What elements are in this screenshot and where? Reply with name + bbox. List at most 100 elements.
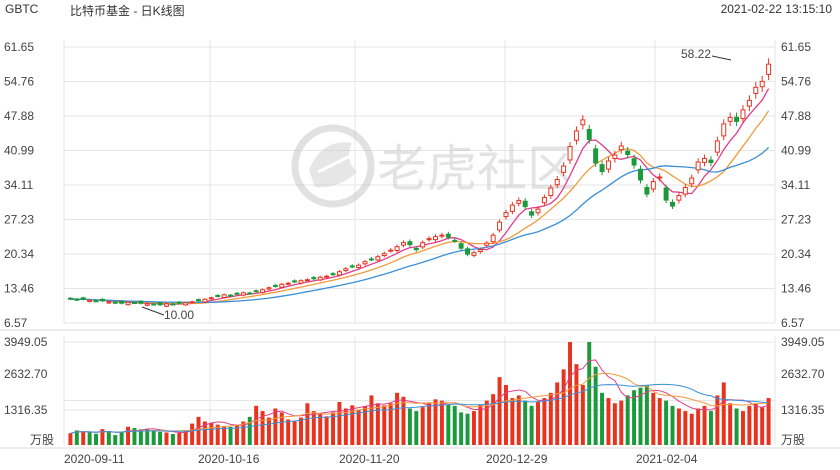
candle-body <box>106 301 112 304</box>
candle-body <box>734 116 740 122</box>
candle-body <box>644 186 650 195</box>
candle-body <box>196 299 201 302</box>
candle-body <box>356 264 362 269</box>
price-tick-label: 34.11 <box>4 178 33 192</box>
volume-bar <box>395 392 400 445</box>
volume-bar <box>670 405 675 445</box>
candle-body <box>497 221 503 231</box>
volume-bar <box>407 408 412 445</box>
candle-body <box>240 292 246 296</box>
candle-body <box>426 238 432 241</box>
volume-bar <box>331 412 336 445</box>
grid <box>0 40 840 449</box>
volume-bar <box>555 382 560 445</box>
candle-body <box>490 234 496 243</box>
volume-bar <box>676 408 681 445</box>
volume-bar <box>318 413 323 445</box>
volume-tick-label: 1316.35 <box>781 403 825 417</box>
candle-body <box>234 292 240 295</box>
volume-bar <box>625 395 630 445</box>
volume-bar <box>266 417 271 445</box>
candle-body <box>625 150 631 155</box>
candle-body <box>612 154 618 160</box>
candle-body <box>759 80 765 88</box>
candle-body <box>260 289 266 293</box>
volume-bar <box>138 429 143 445</box>
price-tick-label: 27.23 <box>4 213 34 227</box>
volume-bar <box>459 412 464 445</box>
candle-body <box>317 276 323 281</box>
candle-body <box>266 287 272 290</box>
candle-body <box>638 168 643 181</box>
volume-bar <box>548 392 553 445</box>
volume-bar <box>382 405 387 445</box>
volume-bar <box>465 413 470 445</box>
volume-bar <box>126 426 131 445</box>
volume-bar <box>600 392 605 445</box>
candle-body <box>650 181 656 190</box>
candle-body <box>433 236 438 241</box>
candle-body <box>324 275 330 278</box>
volume-bar <box>689 413 694 445</box>
volume-bar <box>401 396 406 445</box>
volume-bars <box>68 342 771 445</box>
candle-body <box>272 284 278 287</box>
volume-bar <box>324 416 329 445</box>
volume-bar <box>516 395 521 445</box>
candle-body <box>593 148 599 164</box>
volume-bar <box>753 403 758 445</box>
volume-bar <box>702 405 707 445</box>
volume-bar <box>305 403 310 445</box>
price-tick-label: 6.57 <box>781 316 805 330</box>
volume-bar <box>414 411 419 445</box>
volume-bar <box>87 432 92 445</box>
volume-bar <box>106 430 111 445</box>
candle-body <box>336 271 342 276</box>
candle-body <box>285 282 291 285</box>
candle-body <box>112 301 118 304</box>
volume-bar <box>446 404 451 445</box>
x-tick-label: 2021-02-04 <box>636 452 698 466</box>
volume-bar <box>286 419 291 445</box>
volume-bar <box>529 405 534 445</box>
candle-body <box>599 164 605 173</box>
volume-bar <box>439 400 444 445</box>
volume-tick-label: 3949.05 <box>781 335 825 349</box>
candle-body <box>573 130 579 141</box>
volume-bar <box>740 411 745 445</box>
header-datetime: 2021-02-22 13:15:10 <box>720 2 832 16</box>
annotation-max-label: 58.22 <box>681 47 711 61</box>
candle-body <box>215 294 221 297</box>
volume-bar <box>343 408 348 445</box>
candle-body <box>631 158 637 166</box>
volume-bar <box>279 412 284 445</box>
candle-body <box>471 252 477 256</box>
x-axis: 2020-09-11 2020-10-16 2020-11-20 2020-12-29… <box>64 452 698 466</box>
candle-body <box>80 297 86 300</box>
volume-bar <box>100 429 105 445</box>
volume-bar <box>491 394 496 445</box>
volume-bar <box>132 428 137 445</box>
candle-body <box>67 297 73 300</box>
volume-bar <box>81 431 86 445</box>
volume-bar <box>484 400 489 445</box>
candle-body <box>343 268 349 272</box>
volume-bar <box>433 399 438 445</box>
candle-body <box>349 265 355 268</box>
candle-body <box>183 302 189 306</box>
candle-body <box>381 253 387 257</box>
candle-body <box>131 302 137 305</box>
candle-body <box>151 303 157 306</box>
price-tick-label: 20.34 <box>4 247 34 261</box>
volume-tick-label: 2632.70 <box>781 367 825 381</box>
volume-bar <box>388 403 393 445</box>
price-tick-label: 27.23 <box>781 213 811 227</box>
candle-body <box>753 86 759 94</box>
candle-body <box>208 297 214 300</box>
price-axis-right: 61.65 54.76 47.88 40.99 34.11 27.23 20.34 13.46… <box>781 40 811 330</box>
volume-bar <box>683 411 688 445</box>
volume-bar <box>657 398 662 445</box>
volume-bar <box>113 435 118 445</box>
candle-body <box>445 233 451 238</box>
volume-ma20-line <box>70 383 769 434</box>
